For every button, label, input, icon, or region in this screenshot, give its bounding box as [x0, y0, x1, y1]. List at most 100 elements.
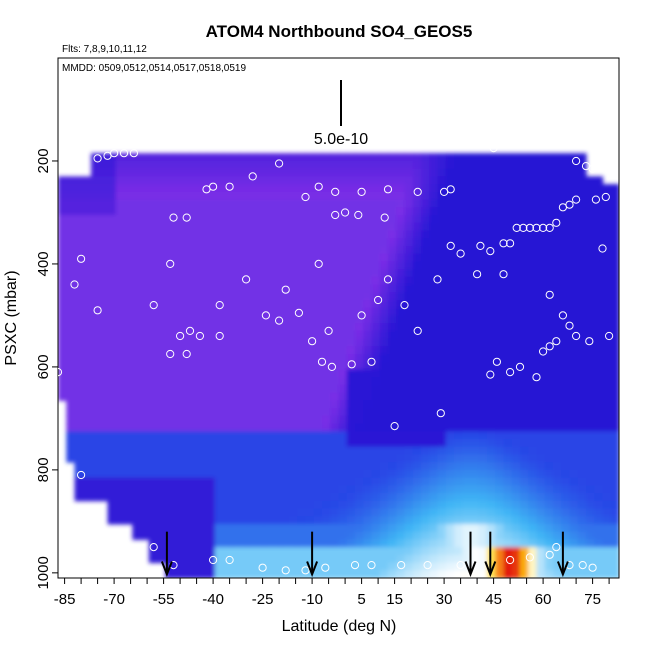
heatmap-cell — [454, 238, 463, 247]
heatmap-cell — [528, 215, 538, 224]
heatmap-cell — [223, 469, 232, 479]
heatmap-cell — [140, 477, 150, 486]
heatmap-cell — [115, 415, 125, 425]
heatmap-cell — [231, 516, 241, 525]
heatmap-cell — [536, 176, 546, 185]
heatmap-cell — [272, 469, 282, 479]
heatmap-cell — [528, 547, 538, 556]
heatmap-cell — [132, 369, 142, 378]
heatmap-cell — [140, 222, 150, 232]
heatmap-cell — [247, 191, 257, 201]
heatmap-cell — [313, 184, 323, 193]
heatmap-cell — [520, 323, 529, 332]
heatmap-cell — [247, 377, 257, 386]
heatmap-cell — [181, 485, 191, 494]
heatmap-cell — [437, 485, 447, 494]
heatmap-cell — [511, 400, 521, 409]
heatmap-cell — [536, 323, 546, 332]
heatmap-cell — [214, 547, 224, 556]
heatmap-cell — [404, 531, 414, 540]
heatmap-cell — [520, 547, 529, 556]
heatmap-cell — [214, 369, 224, 378]
heatmap-cell — [470, 338, 480, 347]
heatmap-cell — [82, 330, 92, 340]
heatmap-cell — [313, 523, 323, 533]
heatmap-cell — [594, 276, 604, 286]
heatmap-cell — [363, 207, 373, 216]
heatmap-cell — [462, 315, 472, 324]
heatmap-cell — [231, 462, 241, 471]
heatmap-cell — [173, 330, 183, 340]
heatmap-cell — [511, 199, 521, 208]
heatmap-cell — [470, 446, 480, 455]
heatmap-cell — [544, 346, 554, 355]
heatmap-cell — [470, 346, 480, 355]
heatmap-cell — [569, 408, 579, 417]
heatmap-cell — [173, 439, 183, 448]
heatmap-cell — [91, 284, 100, 293]
heatmap-cell — [256, 199, 265, 208]
heatmap-cell — [181, 454, 191, 463]
heatmap-cell — [396, 207, 406, 216]
heatmap-cell — [478, 539, 488, 548]
observation-point — [119, 149, 129, 158]
heatmap-cell — [561, 300, 571, 309]
heatmap-cell — [124, 230, 133, 239]
heatmap-cell — [107, 184, 117, 193]
heatmap-cell — [528, 354, 538, 363]
heatmap-cell — [239, 570, 249, 578]
heatmap-cell — [569, 508, 579, 517]
heatmap-cell — [231, 207, 241, 216]
heatmap-cell — [330, 446, 340, 455]
heatmap-cell — [157, 346, 166, 355]
heatmap-cell — [239, 408, 249, 417]
heatmap-cell — [577, 508, 587, 517]
heatmap-cell — [214, 493, 224, 502]
heatmap-cell — [330, 523, 340, 533]
heatmap-cell — [577, 469, 587, 479]
heatmap-cell — [132, 338, 142, 347]
heatmap-cell — [437, 184, 447, 193]
heatmap-cell — [206, 315, 216, 324]
heatmap-cell — [338, 330, 348, 340]
heatmap-cell — [421, 415, 430, 425]
heatmap-cell — [454, 431, 463, 440]
heatmap-cell — [379, 261, 389, 270]
heatmap-cell — [404, 562, 414, 571]
heatmap-cell — [338, 493, 348, 502]
heatmap-cell — [305, 238, 315, 247]
heatmap-cell — [412, 477, 422, 486]
heatmap-cell — [363, 153, 373, 162]
heatmap-cell — [305, 554, 315, 564]
observation-point — [572, 331, 581, 341]
heatmap-cell — [462, 377, 472, 386]
heatmap-cell — [421, 423, 430, 432]
heatmap-cell — [594, 547, 604, 556]
heatmap-cell — [520, 469, 529, 479]
heatmap-cell — [610, 523, 619, 533]
heatmap-cell — [190, 477, 199, 486]
heatmap-cell — [561, 354, 571, 363]
heatmap-cell — [586, 477, 595, 486]
heatmap-cell — [371, 176, 381, 185]
heatmap-cell — [437, 292, 447, 301]
heatmap-cell — [412, 199, 422, 208]
heatmap-cell — [487, 516, 496, 525]
heatmap-cell — [223, 354, 232, 363]
heatmap-cell — [470, 184, 480, 193]
heatmap-cell — [198, 570, 208, 578]
heatmap-cell — [462, 300, 472, 309]
heatmap-cell — [91, 408, 100, 417]
heatmap-cell — [99, 153, 109, 162]
heatmap-cell — [206, 215, 216, 224]
heatmap-cell — [610, 315, 619, 324]
heatmap-cell — [256, 369, 265, 378]
heatmap-cell — [231, 184, 241, 193]
heatmap-cell — [437, 462, 447, 471]
heatmap-cell — [190, 516, 199, 525]
heatmap-cell — [602, 469, 612, 479]
heatmap-cell — [503, 222, 513, 232]
heatmap-cell — [379, 415, 389, 425]
heatmap-cell — [173, 508, 183, 517]
heatmap-cell — [115, 315, 125, 324]
